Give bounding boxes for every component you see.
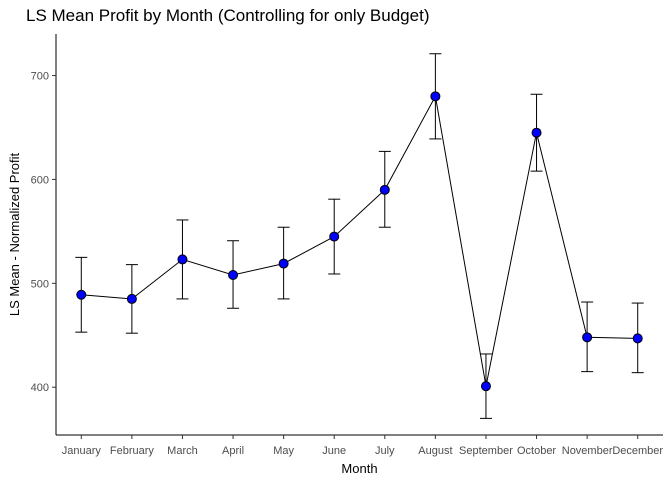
data-point [430,91,441,102]
x-tick-label: October [517,445,556,457]
x-tick-label: December [612,445,663,457]
data-point [531,127,542,138]
x-tick-label: August [418,445,452,457]
axes [52,34,663,439]
data-point [126,293,137,304]
x-tick-label: April [222,445,244,457]
error-bars [75,53,644,419]
y-tick-label: 700 [31,71,49,83]
x-tick-label: January [62,445,102,457]
x-axis-title: Month [341,461,377,476]
x-tick-label: July [375,445,395,457]
series-lines [81,94,638,387]
y-axis-title: LS Mean - Normalized Profit [7,152,22,316]
data-point [76,289,87,300]
data-point [480,381,491,392]
x-tick-label: June [322,445,346,457]
data-points [76,91,643,392]
y-tick-label: 400 [31,382,49,394]
x-tick-label: September [459,445,513,457]
x-tick-label: November [562,445,613,457]
x-tick-label: May [273,445,294,457]
data-point [632,333,643,344]
data-point [278,258,289,269]
axis-labels: 400 500 600 700 January February March April May… [7,71,663,476]
chart-title: LS Mean Profit by Month (Controlling for… [26,6,430,25]
series-line [81,94,638,387]
y-tick-label: 600 [31,174,49,186]
data-point [228,270,239,281]
x-tick-label: March [167,445,198,457]
data-point [329,231,340,242]
data-point [379,184,390,195]
x-tick-label: February [110,445,155,457]
data-point [177,254,188,265]
y-tick-label: 500 [31,278,49,290]
data-point [582,332,593,343]
